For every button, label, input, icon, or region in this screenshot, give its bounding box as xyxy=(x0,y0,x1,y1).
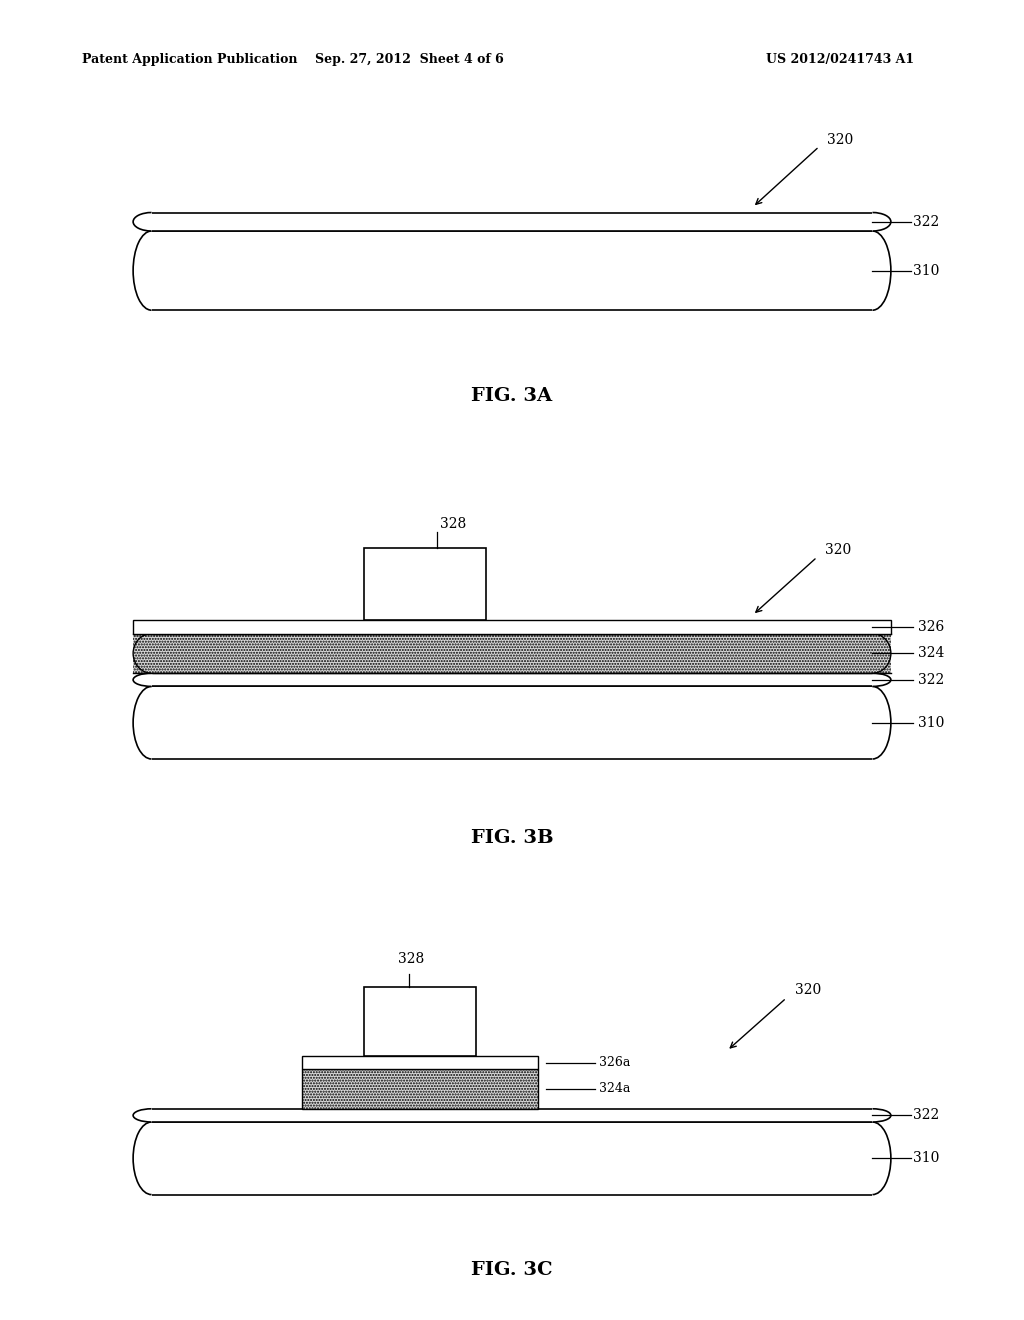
Bar xyxy=(302,1069,538,1109)
Text: 328: 328 xyxy=(439,517,466,531)
Text: 310: 310 xyxy=(913,264,940,277)
Bar xyxy=(364,987,476,1056)
Bar xyxy=(133,1109,891,1122)
Bar xyxy=(133,620,891,634)
Text: FIG. 3B: FIG. 3B xyxy=(471,829,553,847)
Text: 322: 322 xyxy=(913,1109,940,1122)
Bar xyxy=(133,686,891,759)
Bar xyxy=(133,1122,891,1195)
Text: 326: 326 xyxy=(918,620,944,634)
Text: 322: 322 xyxy=(913,215,940,228)
Bar xyxy=(133,634,891,673)
Text: FIG. 3A: FIG. 3A xyxy=(471,387,553,405)
Bar xyxy=(133,634,891,673)
Bar xyxy=(302,1056,538,1069)
Text: Patent Application Publication: Patent Application Publication xyxy=(82,53,297,66)
Text: 328: 328 xyxy=(397,952,424,966)
Text: 324a: 324a xyxy=(599,1082,631,1096)
Text: US 2012/0241743 A1: US 2012/0241743 A1 xyxy=(766,53,913,66)
Text: 320: 320 xyxy=(827,133,854,147)
Text: 320: 320 xyxy=(795,983,821,997)
Bar xyxy=(133,673,891,686)
Bar xyxy=(133,213,891,231)
Text: 326a: 326a xyxy=(599,1056,631,1069)
Text: 310: 310 xyxy=(913,1151,940,1166)
Text: 310: 310 xyxy=(918,715,944,730)
Bar xyxy=(364,548,486,620)
Text: 322: 322 xyxy=(918,673,944,686)
Text: FIG. 3C: FIG. 3C xyxy=(471,1261,553,1279)
Bar xyxy=(133,231,891,310)
Text: 320: 320 xyxy=(825,544,852,557)
Text: Sep. 27, 2012  Sheet 4 of 6: Sep. 27, 2012 Sheet 4 of 6 xyxy=(315,53,504,66)
Text: 324: 324 xyxy=(918,647,944,660)
